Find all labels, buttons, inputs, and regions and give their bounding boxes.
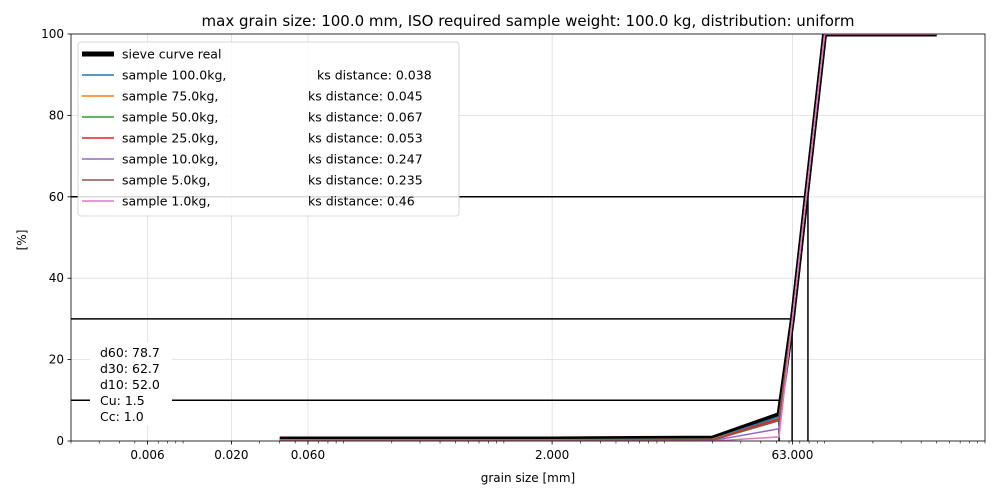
- y-axis-label: [%]: [15, 230, 29, 251]
- legend-entry-label: sample 100.0kg,: [122, 68, 226, 83]
- legend-entry-label: sample 1.0kg,: [122, 194, 210, 209]
- legend: sieve curve real sample 100.0kg, ks distan…: [77, 41, 460, 217]
- stats-text-line: d60: 78.7: [100, 345, 160, 360]
- stats-text-line: Cc: 1.0: [100, 409, 144, 424]
- x-tick-label: 0.006: [130, 448, 164, 462]
- y-tick-label: 20: [49, 353, 64, 367]
- legend-ks-distance: ks distance: 0.46: [308, 194, 415, 209]
- legend-ks-distance: ks distance: 0.053: [308, 131, 423, 146]
- legend-entry-label: sieve curve real: [122, 47, 221, 62]
- stats-box-background: [90, 343, 172, 425]
- series-group: [279, 34, 937, 441]
- legend-entry-label: sample 75.0kg,: [122, 89, 218, 104]
- x-tick-label: 2.000: [535, 448, 569, 462]
- chart-title: max grain size: 100.0 mm, ISO required s…: [202, 12, 855, 30]
- x-minor-ticks: [70, 441, 986, 444]
- y-tick-label: 60: [49, 190, 64, 204]
- stats-text-line: Cu: 1.5: [100, 393, 145, 408]
- legend-ks-distance: ks distance: 0.235: [308, 173, 423, 188]
- x-axis-label: grain size [mm]: [481, 471, 575, 485]
- legend-entry-label: sample 25.0kg,: [122, 131, 218, 146]
- legend-entry-label: sample 10.0kg,: [122, 152, 218, 167]
- legend-ks-distance: ks distance: 0.038: [317, 68, 432, 83]
- axes-frame: [70, 33, 986, 442]
- y-tick-label: 40: [49, 271, 64, 285]
- series-line-sample-7: [279, 34, 937, 441]
- legend-ks-distance: ks distance: 0.067: [308, 110, 423, 125]
- y-tick-label: 100: [41, 27, 64, 41]
- y-axis-ticks: 0 20 40 60 80 100: [41, 27, 71, 448]
- x-tick-label: 0.060: [291, 448, 325, 462]
- x-tick-label: 0.020: [214, 448, 248, 462]
- x-axis-ticks: 0.006 0.020 0.060 2.000 63.000: [130, 441, 813, 462]
- y-tick-label: 80: [49, 108, 64, 122]
- legend-entry-label: sample 50.0kg,: [122, 110, 218, 125]
- plot-area: 0 20 40 60 80 100 0.006 0.020 0.060 2.000 63.000 si…: [41, 27, 986, 462]
- legend-ks-distance: ks distance: 0.247: [308, 152, 423, 167]
- y-tick-label: 0: [56, 434, 64, 448]
- stats-text-line: d10: 52.0: [100, 377, 160, 392]
- stats-text-line: d30: 62.7: [100, 361, 160, 376]
- legend-box: [77, 41, 460, 217]
- legend-ks-distance: ks distance: 0.045: [308, 89, 423, 104]
- x-tick-label: 63.000: [771, 448, 813, 462]
- legend-entry-label: sample 5.0kg,: [122, 173, 210, 188]
